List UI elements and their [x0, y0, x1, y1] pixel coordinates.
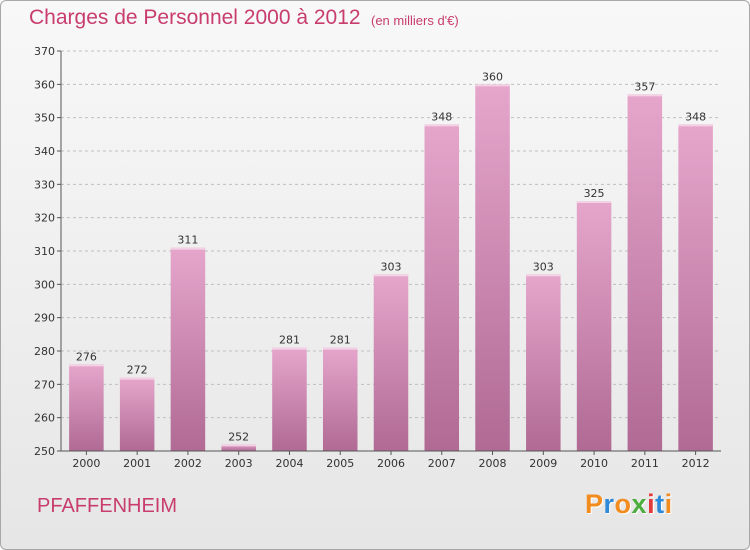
y-tick-label: 350 — [34, 112, 55, 125]
x-tick-label: 2008 — [479, 457, 507, 470]
logo-letter: r — [603, 489, 615, 519]
proxiti-logo: Proxiti — [585, 489, 673, 520]
bar — [475, 84, 510, 451]
data-label: 281 — [330, 334, 351, 347]
y-tick-label: 310 — [34, 245, 55, 258]
bar-top-highlight — [627, 94, 663, 97]
x-tick-label: 2011 — [631, 457, 659, 470]
chart-subtitle: (en milliers d'€) — [371, 13, 459, 28]
data-label: 281 — [279, 334, 300, 347]
y-tick-label: 250 — [34, 445, 55, 458]
data-label: 357 — [634, 80, 655, 93]
bar-top-highlight — [424, 124, 460, 127]
y-tick-label: 260 — [34, 412, 55, 425]
x-tick-label: 2003 — [225, 457, 253, 470]
bar — [627, 94, 663, 451]
x-tick-label: 2001 — [123, 457, 151, 470]
data-label: 348 — [685, 110, 706, 123]
bar — [678, 124, 713, 451]
chart-title: Charges de Personnel 2000 à 2012 — [29, 6, 361, 29]
bar-top-highlight — [373, 274, 409, 277]
data-label: 311 — [177, 234, 198, 247]
bar — [373, 274, 409, 451]
bar — [119, 377, 155, 451]
x-tick-label: 2007 — [428, 457, 456, 470]
logo-letter: i — [664, 489, 673, 519]
y-tick-label: 280 — [34, 345, 55, 358]
x-tick-label: 2005 — [326, 457, 354, 470]
y-tick-label: 370 — [34, 45, 55, 58]
bar — [322, 347, 358, 451]
data-label: 276 — [76, 350, 97, 363]
bar — [170, 247, 206, 451]
logo-letter: P — [585, 489, 604, 519]
x-tick-label: 2010 — [580, 457, 608, 470]
y-tick-label: 320 — [34, 212, 55, 225]
x-tick-label: 2012 — [682, 457, 710, 470]
logo-letter: o — [614, 489, 632, 519]
bar-top-highlight — [119, 377, 155, 380]
x-tick-label: 2000 — [72, 457, 100, 470]
x-tick-label: 2009 — [529, 457, 557, 470]
data-label: 348 — [431, 110, 452, 123]
logo-letter: x — [631, 489, 648, 519]
data-label: 252 — [228, 430, 249, 443]
bars — [69, 84, 713, 451]
bar — [69, 364, 104, 451]
bar — [576, 201, 612, 451]
x-tick-label: 2004 — [275, 457, 303, 470]
y-tick-label: 270 — [34, 378, 55, 391]
y-tick-label: 290 — [34, 312, 55, 325]
bar — [272, 347, 307, 451]
bar — [221, 444, 256, 451]
y-tick-label: 360 — [34, 78, 55, 91]
bar-top-highlight — [221, 444, 256, 447]
data-label: 303 — [533, 260, 554, 273]
y-tick-label: 330 — [34, 178, 55, 191]
labels: 250 260 270 280 290 300 310 320 330 340 350 360 370 2… — [34, 45, 710, 470]
bar — [424, 124, 460, 451]
axes — [57, 50, 721, 455]
x-tick-label: 2002 — [174, 457, 202, 470]
bar-top-highlight — [272, 347, 307, 350]
data-label: 303 — [381, 260, 402, 273]
y-tick-label: 300 — [34, 278, 55, 291]
data-label: 360 — [482, 70, 503, 83]
logo-letter: t — [655, 489, 665, 519]
commune-name: PFAFFENHEIM — [37, 495, 178, 517]
bar — [526, 274, 561, 451]
logo-letter: i — [647, 489, 656, 519]
bar-top-highlight — [576, 201, 612, 203]
bar-top-highlight — [322, 347, 358, 350]
data-label: 325 — [584, 187, 605, 200]
bar-top-highlight — [69, 364, 104, 367]
bar-top-highlight — [475, 84, 510, 87]
x-tick-label: 2006 — [377, 457, 405, 470]
y-tick-label: 340 — [34, 145, 55, 158]
bar-top-highlight — [526, 274, 561, 277]
bar-top-highlight — [170, 247, 206, 250]
data-label: 272 — [127, 364, 148, 377]
bar-top-highlight — [678, 124, 713, 127]
